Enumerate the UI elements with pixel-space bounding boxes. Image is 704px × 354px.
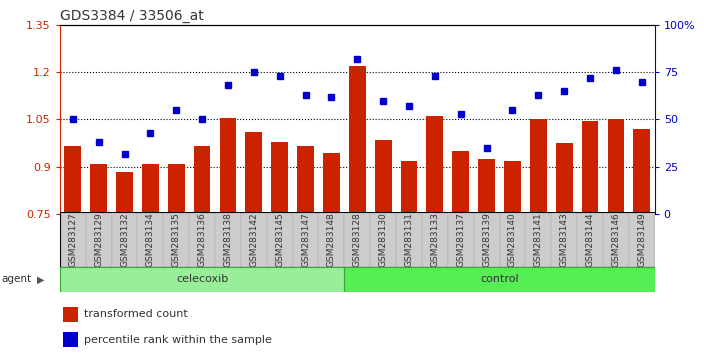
Text: control: control bbox=[480, 274, 519, 284]
Text: GSM283149: GSM283149 bbox=[637, 212, 646, 267]
Text: GSM283137: GSM283137 bbox=[456, 212, 465, 267]
Bar bbox=[427, 116, 444, 214]
Text: GSM283133: GSM283133 bbox=[430, 212, 439, 267]
Bar bbox=[629, 212, 655, 267]
Text: GSM283129: GSM283129 bbox=[94, 212, 103, 267]
Text: GSM283138: GSM283138 bbox=[223, 212, 232, 267]
Text: percentile rank within the sample: percentile rank within the sample bbox=[84, 335, 272, 345]
Text: GSM283145: GSM283145 bbox=[275, 212, 284, 267]
Bar bbox=[86, 212, 111, 267]
Bar bbox=[246, 132, 262, 214]
Text: GDS3384 / 33506_at: GDS3384 / 33506_at bbox=[60, 9, 203, 23]
Text: GSM283144: GSM283144 bbox=[586, 212, 595, 267]
Bar bbox=[111, 212, 137, 267]
Bar bbox=[401, 160, 417, 214]
Bar bbox=[453, 151, 469, 214]
Text: GSM283148: GSM283148 bbox=[327, 212, 336, 267]
Text: GSM283128: GSM283128 bbox=[353, 212, 362, 267]
Bar bbox=[555, 143, 572, 214]
Bar bbox=[116, 172, 133, 214]
Bar bbox=[90, 164, 107, 214]
Bar bbox=[220, 118, 237, 214]
Bar bbox=[137, 212, 163, 267]
Bar bbox=[504, 160, 521, 214]
Bar bbox=[241, 212, 267, 267]
Text: transformed count: transformed count bbox=[84, 309, 187, 320]
Text: GSM283135: GSM283135 bbox=[172, 212, 181, 267]
Text: GSM283130: GSM283130 bbox=[379, 212, 388, 267]
Bar bbox=[63, 332, 77, 347]
Text: GSM283136: GSM283136 bbox=[198, 212, 206, 267]
Bar bbox=[215, 212, 241, 267]
Bar bbox=[349, 66, 365, 214]
Text: GSM283131: GSM283131 bbox=[405, 212, 413, 267]
Bar bbox=[318, 212, 344, 267]
Text: GSM283134: GSM283134 bbox=[146, 212, 155, 267]
Text: GSM283142: GSM283142 bbox=[249, 212, 258, 267]
Text: GSM283147: GSM283147 bbox=[301, 212, 310, 267]
Bar bbox=[396, 212, 422, 267]
Bar bbox=[60, 267, 344, 292]
Bar bbox=[63, 307, 77, 322]
Bar bbox=[422, 212, 448, 267]
Bar bbox=[168, 164, 184, 214]
Text: celecoxib: celecoxib bbox=[176, 274, 228, 284]
Bar bbox=[525, 212, 551, 267]
Bar bbox=[323, 153, 340, 214]
Bar bbox=[530, 120, 547, 214]
Text: GSM283146: GSM283146 bbox=[611, 212, 620, 267]
Bar bbox=[64, 146, 81, 214]
Bar bbox=[189, 212, 215, 267]
Bar bbox=[194, 146, 210, 214]
Bar bbox=[582, 121, 598, 214]
Bar bbox=[551, 212, 577, 267]
Text: GSM283132: GSM283132 bbox=[120, 212, 129, 267]
Bar bbox=[60, 212, 86, 267]
Text: ▶: ▶ bbox=[37, 274, 44, 284]
Text: GSM283127: GSM283127 bbox=[68, 212, 77, 267]
Bar bbox=[344, 212, 370, 267]
Bar bbox=[163, 212, 189, 267]
Bar bbox=[500, 212, 525, 267]
Bar bbox=[271, 142, 288, 214]
Bar bbox=[474, 212, 500, 267]
Bar bbox=[577, 212, 603, 267]
Text: agent: agent bbox=[1, 274, 32, 284]
Bar bbox=[634, 129, 650, 214]
Bar bbox=[478, 159, 495, 214]
Bar bbox=[344, 267, 655, 292]
Bar bbox=[142, 164, 159, 214]
Text: GSM283141: GSM283141 bbox=[534, 212, 543, 267]
Bar bbox=[267, 212, 293, 267]
Text: GSM283140: GSM283140 bbox=[508, 212, 517, 267]
Bar bbox=[608, 120, 624, 214]
Bar bbox=[375, 140, 391, 214]
Bar bbox=[293, 212, 318, 267]
Text: GSM283143: GSM283143 bbox=[560, 212, 569, 267]
Text: GSM283139: GSM283139 bbox=[482, 212, 491, 267]
Bar bbox=[603, 212, 629, 267]
Bar bbox=[297, 146, 314, 214]
Bar bbox=[370, 212, 396, 267]
Bar bbox=[448, 212, 474, 267]
